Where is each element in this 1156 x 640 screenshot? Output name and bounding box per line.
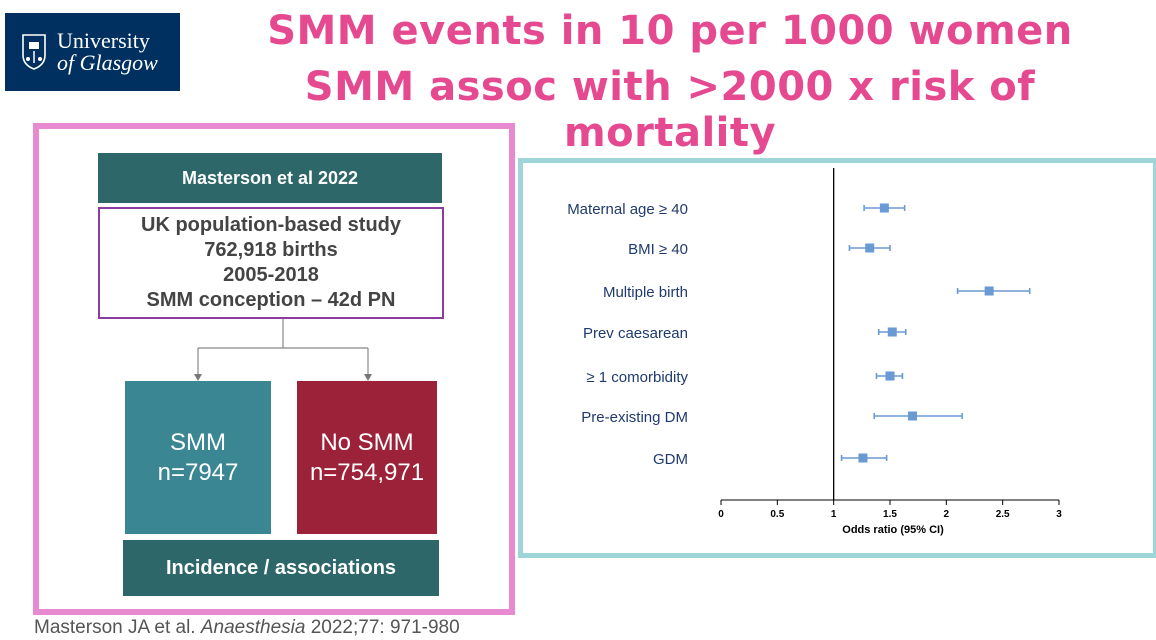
study-line: 762,918 births [204,239,338,261]
citation: Masterson JA et al. Anaesthesia 2022;77:… [34,617,460,639]
smm-box: SMM n=7947 [125,381,271,534]
row-label: Prev caesarean [583,325,688,342]
x-tick-label: 3 [1056,509,1062,520]
study-line: 2005-2018 [223,264,319,286]
row-label: Maternal age ≥ 40 [567,201,688,218]
row-label: Multiple birth [603,284,688,301]
row-label: GDM [653,451,688,468]
x-tick-label: 2 [944,509,950,520]
odds-ratio-point [879,203,889,213]
no-smm-count: n=754,971 [309,458,425,486]
odds-ratio-point [885,371,895,381]
slide-title-line-1: SMM events in 10 per 1000 women [267,8,1073,54]
smm-label: SMM [170,428,226,456]
citation-authors: Masterson JA et al. [34,617,196,638]
odds-ratio-point [858,453,868,463]
incidence-footer: Incidence / associations [123,540,439,596]
x-tick-label: 0.5 [770,509,784,520]
no-smm-label: No SMM [320,428,414,456]
x-tick-label: 2.5 [996,509,1010,520]
x-tick-label: 1 [831,509,837,520]
x-axis-label: Odds ratio (95% CI) [842,524,944,536]
university-logo: University of Glasgow [5,13,180,91]
citation-journal: Anaesthesia [200,617,306,638]
study-line: SMM conception – 42d PN [146,289,396,311]
odds-ratio-point [865,243,875,253]
study-header: Masterson et al 2022 [98,153,442,203]
odds-ratio-point [908,411,918,421]
no-smm-box: No SMM n=754,971 [297,381,437,534]
crest-icon [22,34,46,70]
x-tick-label: 1.5 [883,509,897,520]
smm-count: n=7947 [157,458,239,486]
arrowhead-icon [364,374,372,381]
logo-line-2: of Glasgow [57,50,158,75]
row-label: BMI ≥ 40 [628,241,688,258]
x-tick-label: 0 [718,509,724,520]
study-details-box: UK population-based study 762,918 births… [98,207,444,319]
slide-title-line-2: SMM assoc with >2000 x risk of mortality [304,64,1036,156]
study-line: UK population-based study [141,214,401,236]
row-label: ≥ 1 comorbidity [586,369,688,386]
citation-ref: 2022;77: 971-980 [310,617,460,638]
flowchart-panel [33,123,515,615]
forest-plot-panel [518,158,1156,558]
arrowhead-icon [194,374,202,381]
odds-ratio-point [984,286,994,296]
row-label: Pre-existing DM [581,409,688,426]
odds-ratio-point [887,327,897,337]
logo-line-1: University [57,28,150,53]
